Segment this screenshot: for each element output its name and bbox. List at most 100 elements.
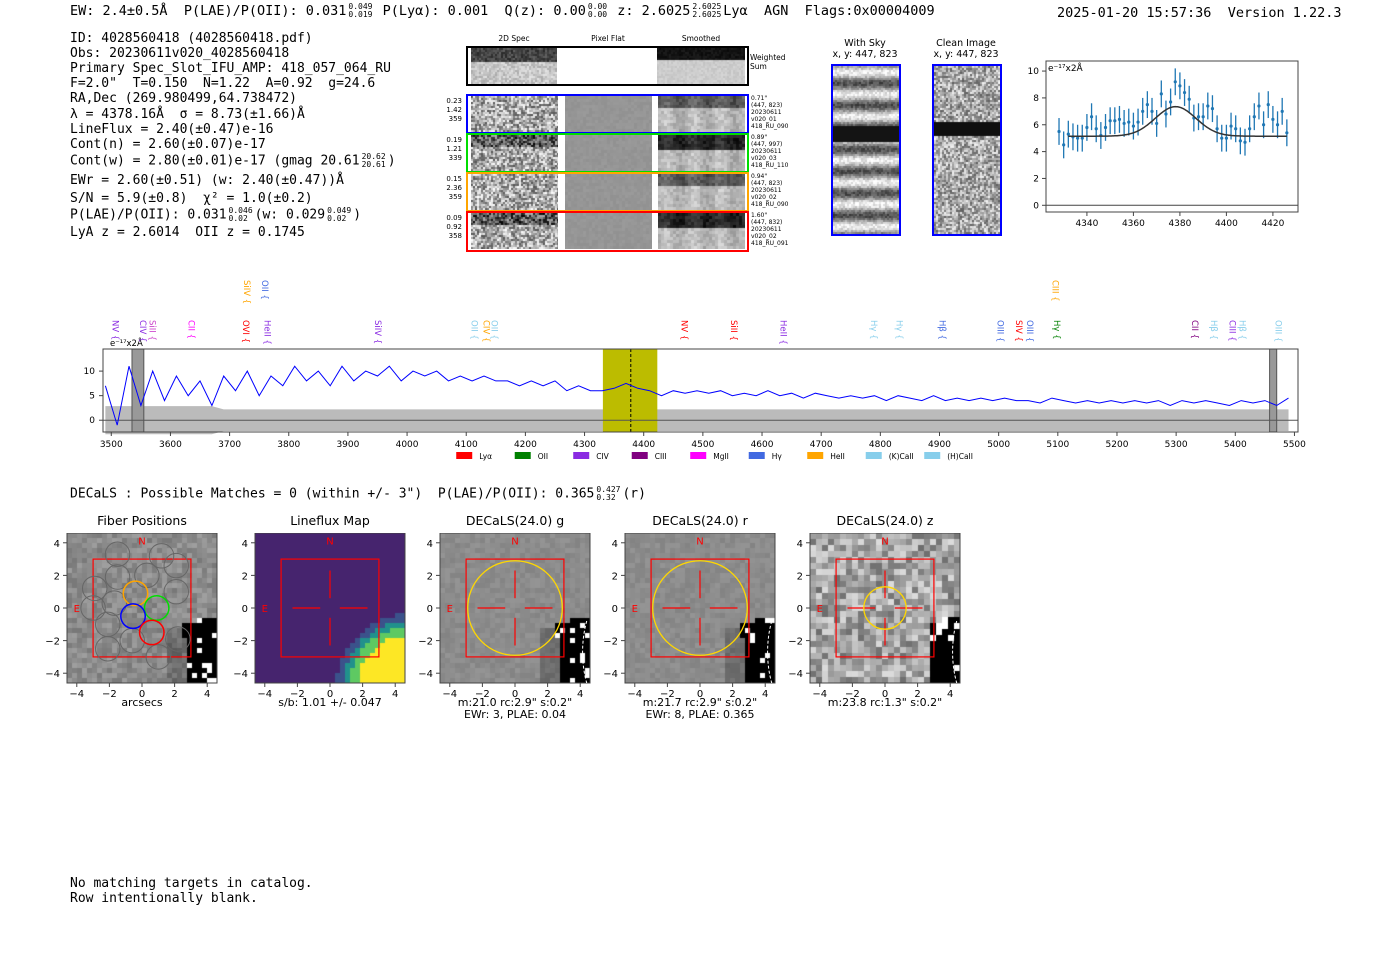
line-label: OII { [489,320,499,340]
fiber-circle [163,578,189,605]
x-tick-label: 4 [762,689,768,700]
clean-image [932,64,1002,236]
x-tick-label: 4000 [396,440,419,450]
fiber-pixelflat-image [565,174,652,210]
x-tick-label: 5400 [1224,440,1247,450]
x-tick-label: 5000 [987,440,1010,450]
panel-title: Lineflux Map [290,513,370,528]
legend-swatch [514,452,531,459]
info-lineflux: LineFlux = 2.40(±0.47)e-16 [70,122,274,137]
legend-label: MgII [713,452,729,461]
x-tick-label: 3700 [218,440,241,450]
masked-region [131,348,145,433]
y-tick-label: 0 [89,416,95,426]
panel-caption: m:21.0 rc:2.9" s:0.2" EWr: 3, PLAE: 0.04 [405,697,625,721]
data-point [1196,115,1201,119]
legend-swatch [924,452,941,459]
legend-swatch [807,452,824,459]
data-point [1103,125,1108,130]
legend-swatch [690,452,707,459]
header-agn: AGN [763,3,789,19]
header-plae: P(LAE)/P(OII): 0.031 [183,3,347,19]
x-tick-label: −2 [660,689,675,700]
y-tick-label: 0 [242,604,248,615]
x-tick-label: 3800 [277,440,300,450]
with-sky-title: With Sky x, y: 447, 823 [832,38,898,60]
fiber-info-label: 0.94" (447, 823) 20230611 v020_02 418_RU… [751,173,789,208]
x-tick-label: 4360 [1122,219,1145,229]
y-tick-label: −4 [788,669,803,680]
panel-title: DECaLS(24.0) z [836,513,934,528]
panel-title: DECaLS(24.0) r [652,513,748,528]
east-label: E [262,604,268,615]
line-label: OIII { [1024,320,1034,342]
y-tick-label: 2 [612,571,618,582]
line-label: Hβ { [1208,320,1218,340]
fiber-pixelflat-image [565,213,652,249]
fiber-pixelflat-image [565,135,652,171]
data-point [1210,107,1215,111]
fiber-circle [163,552,189,579]
units-label: e⁻¹⁷x2Å [1048,62,1084,74]
panel-caption-line2: EWr: 8, PLAE: 0.365 [645,708,755,721]
data-point [1201,115,1205,119]
fiber-stats-label: 0.19 1.21 339 [446,136,462,162]
legend-label: HeII [830,452,845,461]
aperture-circle [467,560,563,656]
masked-region [1269,348,1278,433]
y-tick-label: 4 [1033,148,1039,158]
data-point [1094,127,1098,131]
legend-label: OII [538,452,548,461]
fiber-cutout-row [466,94,749,134]
panel-caption-line1: m:23.8 rc:1.3" s:0.2" [827,696,943,709]
x-tick-label: 4300 [573,440,596,450]
units-label: e⁻¹⁷x2Å [110,337,143,349]
data-point [1182,90,1187,95]
fiber-circle [134,562,160,589]
y-tick-label: −4 [45,669,60,680]
aperture-circle [652,560,748,656]
north-label: N [326,536,333,547]
info-contn: Cont(n) = 2.60(±0.07)e-17 [70,137,266,152]
east-label: E [817,604,823,615]
data-point [1173,80,1177,84]
x-tick-label: −2 [290,689,305,700]
x-tick-label: 2 [359,689,365,700]
legend-label: Hγ [772,452,783,461]
imaging-cutout [810,533,960,683]
line-label: NV { [679,320,689,340]
north-label: N [511,536,518,547]
data-point [1145,103,1149,107]
fiber-circle [95,636,121,662]
x-tick-label: 4400 [1215,219,1238,229]
fiber-circle [145,644,172,670]
fiber-cutout-row [466,211,749,252]
full-spectrum-chart: 3500 3600 3700 3800 3900 4000 4100 4200 4300 4400… [84,280,1307,461]
legend-swatch [748,452,765,459]
data-point [1150,109,1154,113]
with-sky-image [831,64,901,236]
x-tick-label: 0 [512,689,518,700]
x-tick-label: 4100 [455,440,478,450]
fiber-smoothed-image [658,174,745,210]
data-point [1229,124,1233,128]
data-point [1243,140,1247,144]
north-label: N [138,536,145,547]
panel-overlay: −4 −4 −2 −2 0 0 2 2 4 4 N E [418,533,591,700]
east-label: E [74,604,80,615]
header-plya: P(Lyα): 0.001 [382,3,489,19]
plot-frame [102,348,1299,433]
x-tick-label: 4340 [1075,219,1098,229]
fiber-pixelflat-image [565,96,652,132]
y-tick-label: 4 [242,539,248,550]
x-tick-label: 4 [204,689,210,700]
highlight-fiber-circle [138,619,165,646]
aperture-box [650,558,750,658]
y-tick-label: 2 [1033,174,1039,184]
line-label: Hβ { [936,320,946,340]
decals-summary: DECaLS : Possible Matches = 0 (within +/… [70,485,646,502]
fiber-smoothed-image [658,213,745,249]
header-flags: Flags:0x00004009 [804,3,935,19]
x-tick-label: 4700 [810,440,833,450]
line-label: CII { [186,320,196,339]
